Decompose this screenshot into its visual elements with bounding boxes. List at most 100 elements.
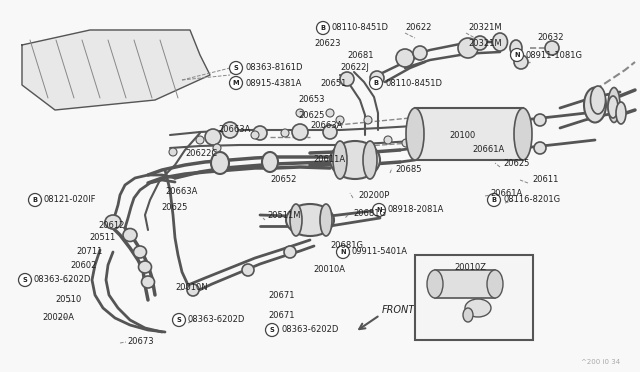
Text: B: B [374, 80, 378, 86]
Text: 20010A: 20010A [313, 266, 345, 275]
Text: 20510: 20510 [55, 295, 81, 305]
Ellipse shape [330, 141, 380, 179]
Text: 20652: 20652 [270, 176, 296, 185]
Text: 20100: 20100 [449, 131, 476, 140]
Circle shape [281, 129, 289, 137]
Circle shape [511, 48, 524, 61]
Text: S: S [234, 65, 238, 71]
Text: 20010N: 20010N [175, 283, 207, 292]
Text: 20661A: 20661A [490, 189, 522, 198]
Text: ^200 i0 34: ^200 i0 34 [581, 359, 620, 365]
Circle shape [29, 193, 42, 206]
Circle shape [253, 126, 267, 140]
Text: B: B [33, 197, 38, 203]
Ellipse shape [262, 152, 278, 172]
Ellipse shape [406, 108, 424, 160]
Circle shape [173, 314, 186, 327]
Text: 08363-8161D: 08363-8161D [245, 64, 303, 73]
Circle shape [205, 129, 221, 145]
Text: 08363-6202D: 08363-6202D [281, 326, 339, 334]
Text: 20200P: 20200P [358, 190, 389, 199]
Text: M: M [233, 80, 239, 86]
Ellipse shape [463, 308, 473, 322]
Text: 20632: 20632 [537, 33, 563, 42]
Text: 20622: 20622 [405, 23, 431, 32]
Circle shape [370, 71, 384, 85]
Text: 20511M: 20511M [267, 211, 301, 219]
Bar [435, 270, 495, 298]
Text: 20625: 20625 [161, 203, 188, 212]
Circle shape [292, 124, 308, 140]
Bar [415, 255, 533, 340]
Ellipse shape [138, 261, 152, 273]
Text: 08110-8451D: 08110-8451D [385, 78, 442, 87]
Ellipse shape [584, 87, 606, 122]
Circle shape [372, 203, 385, 217]
Text: FRONT: FRONT [382, 305, 415, 315]
Circle shape [396, 49, 414, 67]
Circle shape [222, 122, 238, 138]
Text: 08363-6202D: 08363-6202D [188, 315, 245, 324]
Text: 20321M: 20321M [468, 23, 502, 32]
Text: 20711: 20711 [76, 247, 102, 256]
Text: 20671: 20671 [268, 311, 294, 320]
Circle shape [169, 148, 177, 156]
Ellipse shape [320, 204, 332, 236]
Circle shape [230, 77, 243, 90]
Text: 20612: 20612 [98, 221, 124, 230]
Ellipse shape [510, 40, 522, 56]
Text: 09911-5401A: 09911-5401A [352, 247, 408, 257]
Circle shape [296, 109, 304, 117]
Ellipse shape [286, 204, 334, 236]
Ellipse shape [608, 96, 618, 118]
Circle shape [473, 36, 487, 50]
Circle shape [266, 324, 278, 337]
Text: 08121-020IF: 08121-020IF [44, 196, 97, 205]
Text: B: B [492, 197, 497, 203]
Circle shape [323, 125, 337, 139]
Ellipse shape [465, 299, 491, 317]
Circle shape [514, 55, 528, 69]
Circle shape [545, 41, 559, 55]
Text: 20020A: 20020A [42, 314, 74, 323]
Circle shape [369, 77, 383, 90]
Text: 20661A: 20661A [472, 145, 504, 154]
Text: 20651: 20651 [320, 78, 346, 87]
Text: 20625: 20625 [503, 158, 529, 167]
Text: 20622C: 20622C [185, 148, 217, 157]
Text: 20611A: 20611A [313, 155, 345, 164]
Circle shape [340, 72, 354, 86]
Text: 08911-1081G: 08911-1081G [526, 51, 583, 60]
Text: 20511: 20511 [89, 234, 115, 243]
Text: N: N [340, 249, 346, 255]
Circle shape [251, 131, 259, 139]
Circle shape [284, 246, 296, 258]
Text: 20663A: 20663A [310, 121, 342, 129]
Circle shape [337, 246, 349, 259]
Circle shape [458, 38, 478, 58]
Ellipse shape [211, 152, 229, 174]
Text: 08110-8451D: 08110-8451D [332, 23, 389, 32]
Text: S: S [269, 327, 275, 333]
Ellipse shape [290, 204, 302, 236]
Text: 20602: 20602 [70, 260, 97, 269]
Text: S: S [177, 317, 181, 323]
Ellipse shape [591, 86, 605, 114]
Polygon shape [22, 30, 210, 110]
Ellipse shape [427, 270, 443, 298]
Circle shape [230, 61, 243, 74]
Text: N: N [514, 52, 520, 58]
Bar [415, 108, 523, 160]
Text: 20673: 20673 [127, 337, 154, 346]
Text: 20681: 20681 [347, 51, 374, 60]
Ellipse shape [333, 141, 347, 179]
Text: 20671: 20671 [268, 291, 294, 299]
Text: 08363-6202D: 08363-6202D [34, 276, 92, 285]
Ellipse shape [616, 102, 626, 124]
Circle shape [317, 22, 330, 35]
Text: 20685: 20685 [395, 166, 422, 174]
Circle shape [534, 142, 546, 154]
Circle shape [336, 116, 344, 124]
Circle shape [187, 284, 199, 296]
Text: N: N [376, 207, 382, 213]
